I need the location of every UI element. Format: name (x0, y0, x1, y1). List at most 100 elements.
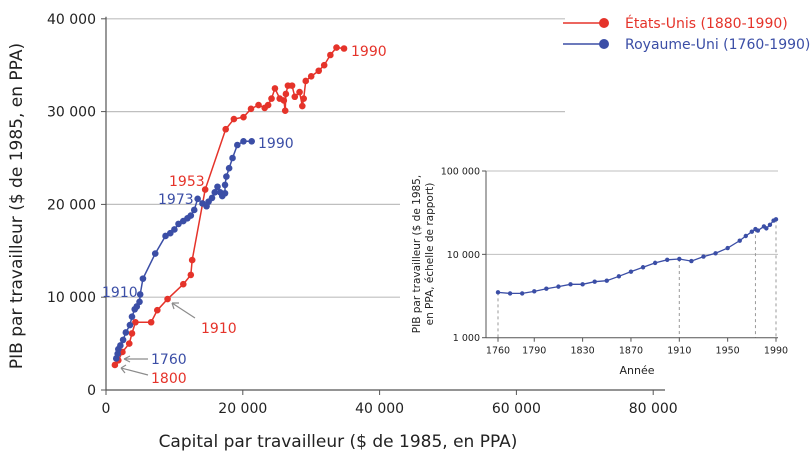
legend-label-us: États-Unis (1880-1990) (625, 15, 788, 32)
arrow-uk-1760 (123, 355, 148, 363)
data-point-us (288, 82, 296, 89)
annotation-us-1910: 1910 (201, 321, 237, 337)
data-point-us (300, 95, 307, 102)
data-point-us (111, 361, 119, 369)
inset-data-point-uk (713, 251, 718, 256)
inset-data-point-uk (652, 260, 658, 266)
data-point-uk (136, 298, 143, 306)
data-point-uk (136, 291, 144, 298)
annotations: 1990 1953 1910 1800 1990 1973 1910 1760 (102, 44, 387, 387)
main-x-tick-label: 60 000 (492, 401, 541, 417)
data-point-us (187, 271, 195, 279)
data-point-us (255, 101, 262, 109)
data-point-uk (190, 206, 198, 214)
annotation-us-1990: 1990 (351, 44, 387, 60)
data-point-us (291, 93, 299, 101)
inset-data-point-uk (580, 282, 585, 287)
data-point-uk (211, 189, 219, 196)
arrow-us-1800 (120, 364, 149, 376)
data-point-us (327, 51, 334, 59)
data-point-us (271, 85, 279, 92)
data-point-uk (225, 164, 233, 172)
inset-x-tick-label: 1830 (571, 346, 595, 357)
inset-data-point-uk (665, 257, 670, 263)
inset-data-point-uk (749, 229, 755, 234)
data-point-uk (221, 181, 229, 189)
inset-data-point-uk (677, 256, 682, 262)
inset-data-point-uk (640, 265, 646, 270)
data-point-uk (214, 183, 221, 191)
inset-data-point-uk (701, 254, 706, 259)
legend-label-uk: Royaume-Uni (1760-1990) (625, 37, 810, 53)
inset-data-point-uk (568, 282, 573, 287)
data-point-us (147, 318, 155, 326)
data-point-us (296, 88, 303, 96)
inset-data-point-uk (767, 222, 773, 228)
inset-y-axis-label-line2: en PPA, échelle de rapport) (424, 183, 436, 326)
main-x-tick-label: 40 000 (355, 401, 404, 417)
data-point-uk (208, 194, 216, 202)
data-point-us (281, 107, 289, 114)
inset-y-tick-label: 1 000 (453, 333, 480, 344)
data-point-uk (229, 154, 236, 162)
inset-data-point-uk (507, 291, 513, 296)
data-point-uk (162, 232, 169, 240)
main-series (111, 44, 348, 369)
annotation-uk-1910: 1910 (102, 285, 138, 301)
inset-data-point-uk (755, 228, 761, 233)
inset-data-point-uk (604, 278, 609, 283)
main-y-tick-label: 20 000 (47, 197, 96, 213)
data-point-us (268, 95, 275, 102)
data-point-uk (187, 212, 195, 219)
inset-x-axis-label: Année (619, 364, 654, 377)
main-axes: 0 10 000 20 000 30 000 40 000 0 20 000 40 000 60… (47, 12, 678, 417)
data-point-uk (194, 195, 201, 203)
inset-data-point-uk (725, 245, 730, 251)
annotation-uk-1990: 1990 (258, 136, 294, 152)
data-point-us (154, 306, 161, 314)
annotation-us-1953: 1953 (169, 174, 205, 190)
main-y-tick-label: 0 (87, 383, 96, 399)
series-line-us (114, 46, 345, 366)
data-point-uk (240, 137, 247, 145)
inset-y-tick-label: 10 000 (447, 250, 480, 261)
data-point-us (307, 73, 315, 80)
main-y-tick-label: 40 000 (47, 12, 96, 28)
data-point-uk (171, 226, 178, 233)
data-point-us (164, 295, 171, 303)
data-point-us (340, 45, 348, 52)
inset-data-point-uk (616, 274, 622, 279)
inset-data-point-uk (495, 290, 501, 295)
main-x-tick-label: 0 (102, 401, 111, 417)
inset-data-point-uk (743, 233, 748, 239)
data-point-us (299, 102, 306, 110)
data-point-uk (139, 275, 147, 282)
inset-data-point-uk (532, 289, 537, 294)
data-point-uk (234, 141, 241, 149)
data-point-uk (117, 342, 124, 349)
annotation-us-1800: 1800 (151, 371, 187, 387)
data-point-us (247, 105, 255, 113)
inset-x-tick-label: 1910 (667, 346, 691, 357)
data-point-us (128, 330, 136, 337)
data-point-us (201, 186, 209, 193)
data-point-us (264, 101, 272, 109)
data-point-us (179, 280, 187, 288)
inset-data-point-uk (689, 258, 694, 264)
data-point-us (222, 125, 229, 133)
inset-background (400, 160, 805, 382)
inset-x-tick-label: 1870 (619, 346, 643, 357)
annotation-uk-1760: 1760 (151, 352, 187, 368)
data-point-us (315, 67, 323, 75)
data-point-us (188, 256, 196, 264)
annotation-uk-1973: 1973 (158, 192, 194, 208)
inset-data-point-uk (773, 217, 779, 222)
data-point-us (302, 77, 310, 85)
inset-data-point-uk (764, 226, 769, 231)
inset-axes: 1 000 10 000 100 000 1760 1790 1830 1870 1910 19… (441, 167, 788, 357)
inset-data-point-uk (628, 269, 634, 274)
inset-data-point-uk (556, 284, 561, 289)
inset-series (495, 217, 779, 296)
legend-marker-uk (599, 39, 609, 49)
